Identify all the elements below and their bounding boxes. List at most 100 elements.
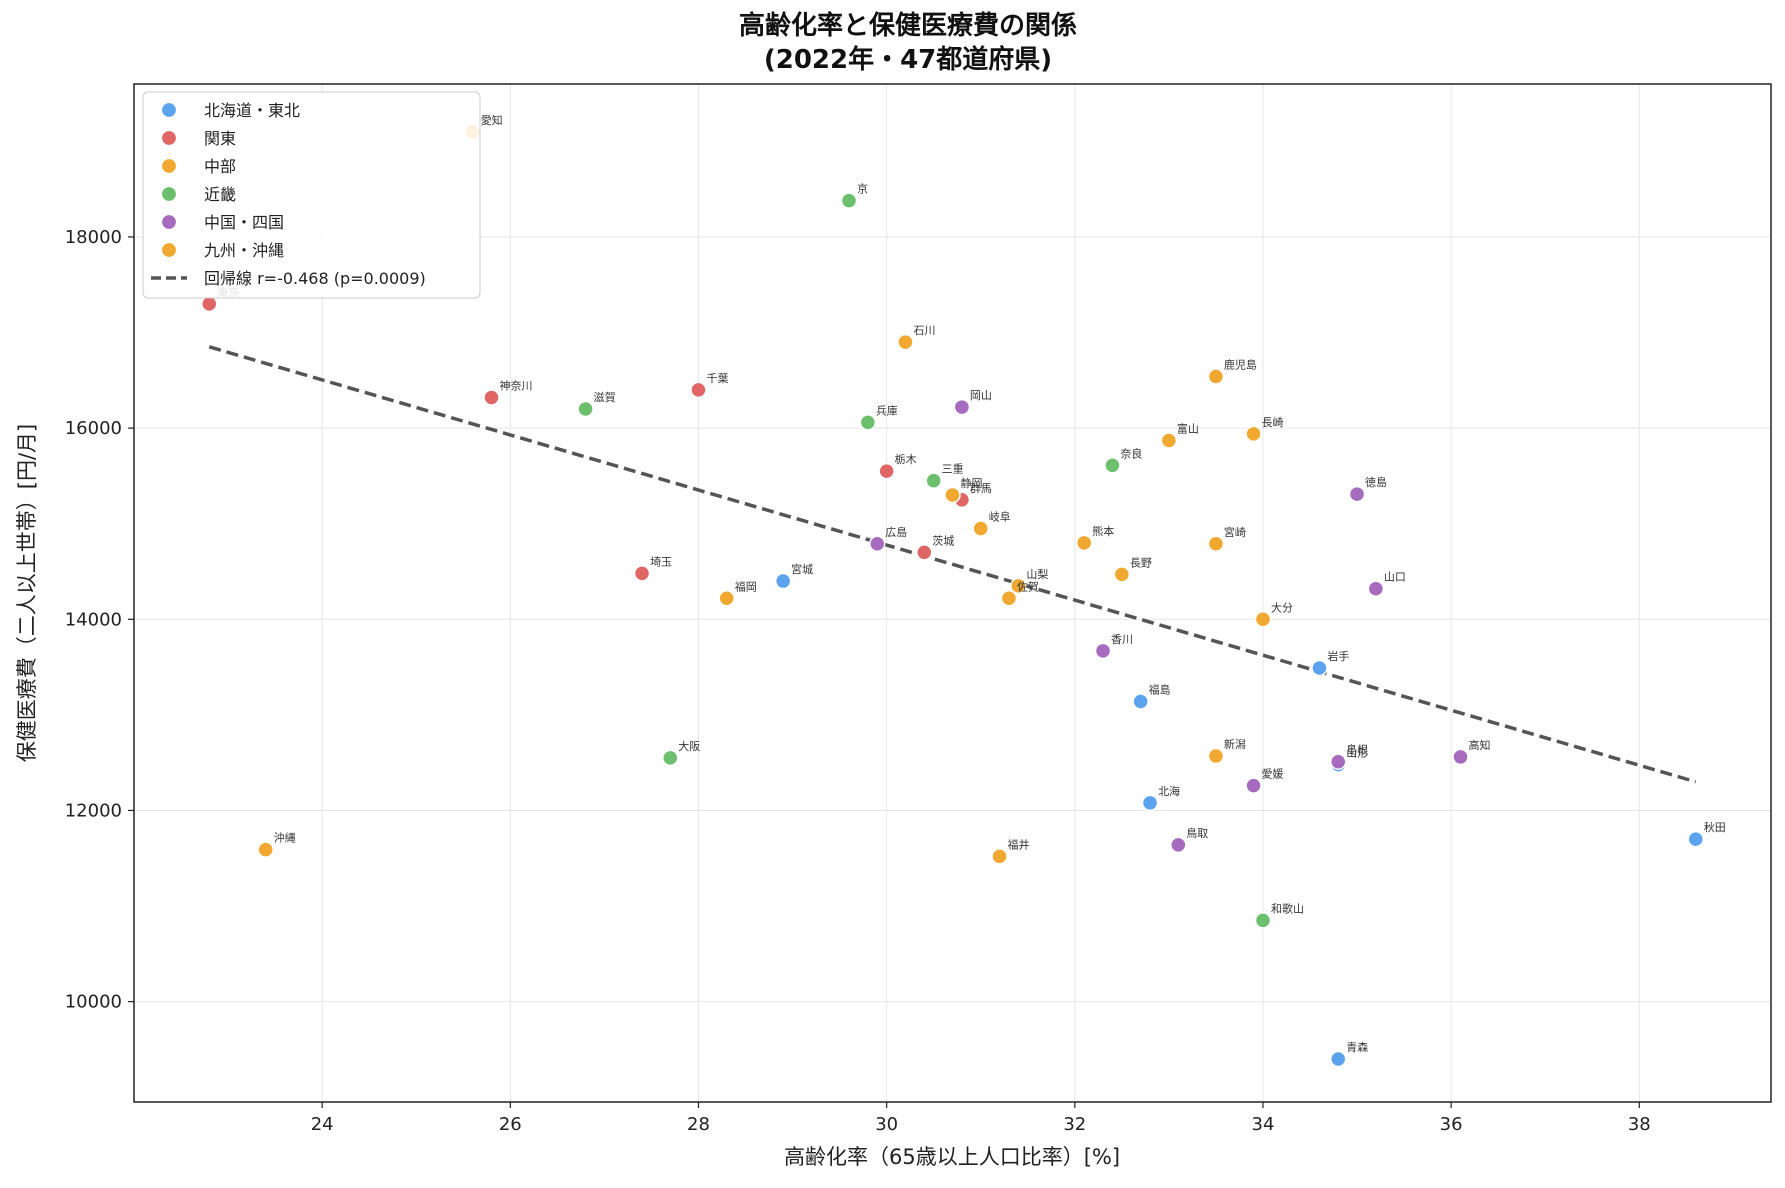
data-point [633,565,651,582]
point-label: 岡山 [970,389,992,402]
point-label: 山梨 [1026,567,1048,581]
data-point [1207,535,1225,553]
plot-frame [133,83,1772,1103]
point-label: 秋田 [1704,820,1726,834]
regression-line-group [208,345,1697,784]
data-point [897,333,914,351]
legend-label: 回帰線 r=-0.468 (p=0.0009) [204,269,426,288]
data-point [878,462,895,480]
legend-label: 中部 [204,157,236,176]
data-point [1104,457,1121,474]
point-label: 滋賀 [594,391,616,404]
legend-label: 北海道・東北 [204,101,300,120]
point-label: 愛知 [481,113,503,127]
legend-marker [160,213,178,231]
data-point [1329,753,1347,770]
point-label: 香川 [1111,633,1133,646]
point-label: 宮城 [791,562,813,576]
point-label: 大分 [1271,600,1293,614]
point-label: 山形 [1346,747,1368,760]
y-tick-label: 12000 [65,800,122,821]
legend-label: 中国・四国 [204,213,284,232]
data-point [991,848,1008,865]
point-label: 福島 [1149,682,1171,696]
data-point [1329,1050,1347,1068]
data-point [1311,659,1328,677]
point-label: 島根 [1346,743,1368,757]
point-label: 富山 [1177,422,1199,436]
legend-marker [160,157,178,175]
point-label: 鳥取 [1186,826,1208,840]
data-point [1245,777,1262,794]
point-label: 佐賀 [1017,579,1039,593]
data-point [201,295,218,313]
point-label: 広島 [885,525,907,539]
point-label: 群馬 [970,481,992,495]
data-point [972,520,989,537]
legend-label: 関東 [204,129,236,148]
data-point [690,381,707,399]
data-point [718,590,735,607]
data-point [1254,912,1272,929]
point-label: 新潟 [1224,737,1246,751]
legend-marker [160,101,178,119]
data-point [1094,642,1112,660]
legend-marker [160,241,178,259]
data-point [1367,580,1385,597]
data-point [1113,566,1131,583]
point-label: 京 [857,182,868,196]
point-label: 埼玉 [650,554,672,568]
point-label: 長崎 [1262,415,1284,429]
point-label: 岐阜 [989,510,1011,523]
point-label: 奈良 [1120,446,1142,460]
point-label: 宮崎 [1224,525,1246,539]
x-tick-label: 24 [311,1114,334,1135]
point-label: 石川 [913,324,935,337]
y-tick-label: 16000 [65,418,122,439]
data-point [1452,748,1469,766]
y-axis-label: 保健医療費（二人以上世帯）[円/月] [15,424,39,762]
chart-title: 高齢化率と保健医療費の関係 [739,10,1077,41]
point-label: 千葉 [706,371,728,385]
data-point [774,572,792,590]
data-point [257,841,274,858]
point-label: 山口 [1384,571,1406,584]
data-point [662,749,679,767]
data-point [925,472,942,489]
x-tick-label: 30 [875,1114,898,1135]
point-label: 岩手 [1327,649,1349,663]
data-point [1132,693,1149,710]
x-tick-label: 34 [1252,1114,1275,1135]
point-label: 北海 [1158,784,1180,798]
x-axis-label: 高齢化率（65歳以上人口比率）[%] [784,1145,1120,1169]
y-tick-label: 18000 [65,227,122,248]
point-label: 和歌山 [1271,901,1304,915]
data-point [916,544,933,561]
data-point [1245,425,1262,443]
point-label: 兵庫 [876,403,898,417]
data-point [840,192,858,209]
data-point [483,389,500,406]
regression-line [208,345,1697,784]
point-label: 高知 [1469,738,1491,752]
data-point [953,398,971,416]
data-point [1207,747,1225,765]
chart-subtitle: (2022年・47都道府県) [764,44,1052,75]
data-point [577,400,594,418]
points-group [201,123,1704,1068]
point-label: 栃木 [895,452,917,466]
data-point [1010,577,1027,595]
grid [134,84,1771,1102]
legend-marker [160,129,178,147]
legend-label: 九州・沖縄 [204,241,284,260]
point-label: 大阪 [678,739,700,753]
point-label: 静岡 [961,476,983,490]
data-point [1141,794,1159,812]
point-label: 愛媛 [1262,767,1284,781]
data-point [1075,534,1093,552]
legend-marker [160,185,178,203]
